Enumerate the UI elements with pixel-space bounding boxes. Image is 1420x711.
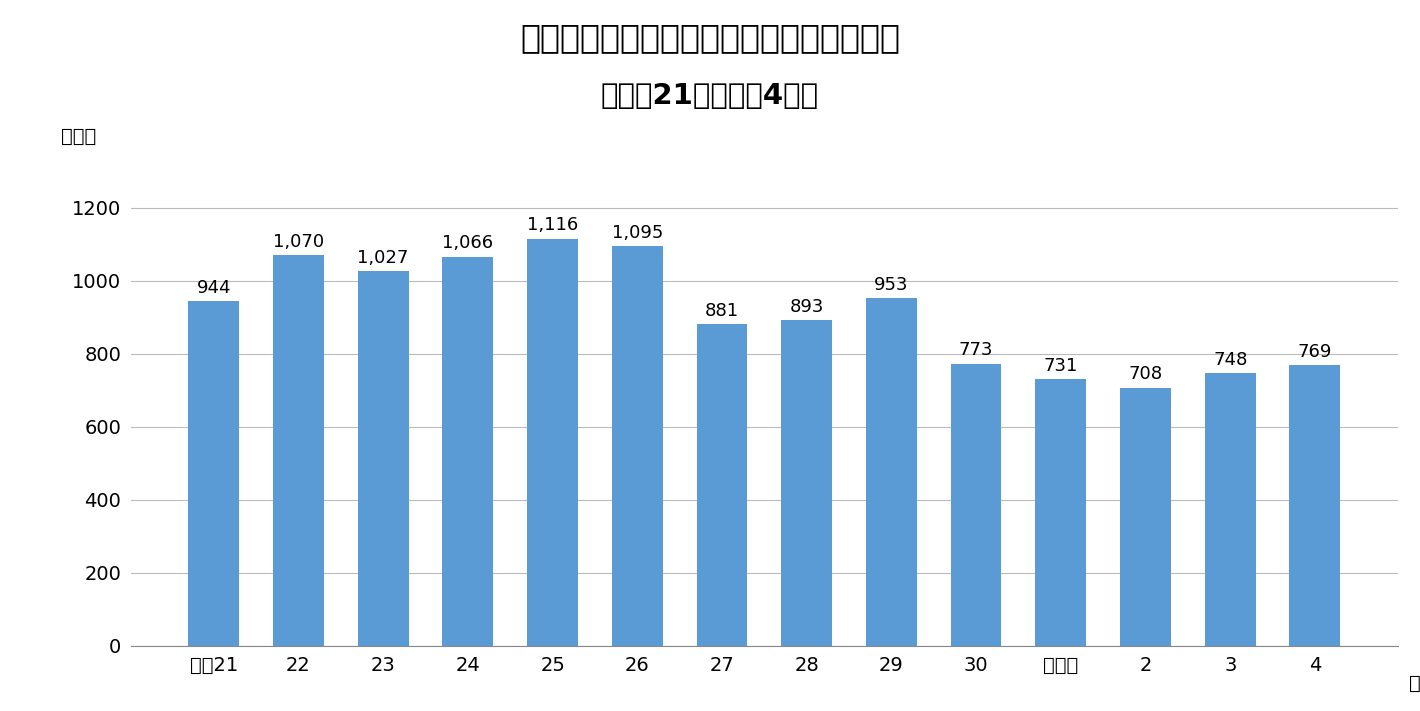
Bar — [1204, 373, 1255, 646]
Text: 1,116: 1,116 — [527, 216, 578, 234]
Bar — [612, 246, 663, 646]
Text: ＜平成21年〜令和4年＞: ＜平成21年〜令和4年＞ — [601, 82, 819, 109]
Text: 1,027: 1,027 — [358, 249, 409, 267]
Text: 708: 708 — [1129, 365, 1163, 383]
Bar — [189, 301, 239, 646]
Text: （件）: （件） — [61, 127, 97, 146]
Bar — [358, 271, 409, 646]
Bar — [866, 298, 917, 646]
Bar — [527, 239, 578, 646]
Bar — [781, 320, 832, 646]
Bar — [697, 324, 747, 646]
Text: 1,070: 1,070 — [273, 233, 324, 251]
Text: 769: 769 — [1298, 343, 1332, 361]
Bar — [1035, 379, 1086, 646]
Bar — [273, 255, 324, 646]
Text: （年）: （年） — [1409, 674, 1420, 693]
Bar — [1289, 365, 1340, 646]
Bar — [443, 257, 493, 646]
Text: 748: 748 — [1213, 351, 1247, 368]
Text: 881: 881 — [704, 302, 738, 320]
Text: 893: 893 — [790, 298, 824, 316]
Text: 944: 944 — [196, 279, 231, 297]
Text: 1,066: 1,066 — [442, 235, 493, 252]
Text: 1,095: 1,095 — [612, 224, 663, 242]
Text: 子どもの強制わいせつの被害件数（全国）: 子どもの強制わいせつの被害件数（全国） — [520, 21, 900, 54]
Text: 953: 953 — [875, 276, 909, 294]
Bar — [950, 364, 1001, 646]
Bar — [1120, 387, 1172, 646]
Text: 773: 773 — [959, 341, 994, 359]
Text: 731: 731 — [1044, 357, 1078, 375]
